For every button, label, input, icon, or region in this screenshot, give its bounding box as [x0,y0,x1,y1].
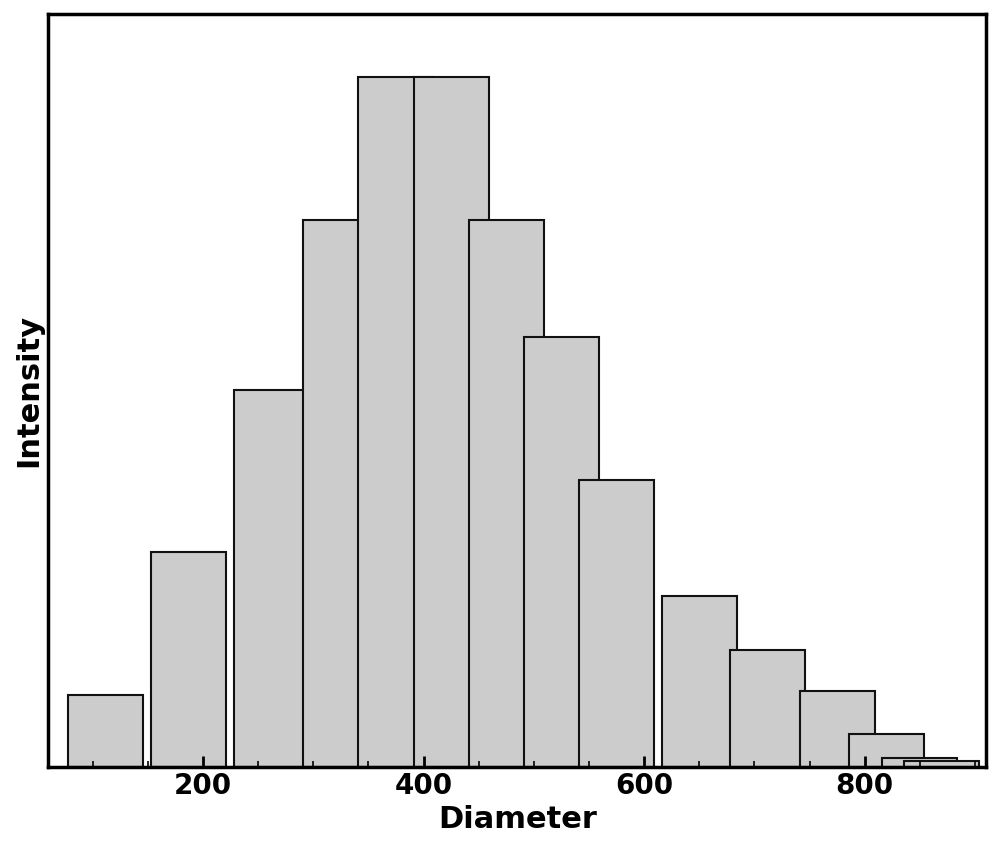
Bar [234,390,309,767]
Bar [730,650,805,767]
Bar [579,480,654,767]
Bar [662,596,737,767]
Bar [882,758,957,767]
Bar [414,76,489,767]
Bar [849,734,924,767]
Bar [68,695,143,767]
Bar [800,691,875,767]
Bar [151,551,226,767]
Bar [469,220,544,767]
Bar [904,762,979,767]
Y-axis label: Intensity: Intensity [14,314,43,467]
Bar [303,220,378,767]
Bar [358,76,433,767]
Bar [524,337,599,767]
X-axis label: Diameter: Diameter [438,805,597,834]
